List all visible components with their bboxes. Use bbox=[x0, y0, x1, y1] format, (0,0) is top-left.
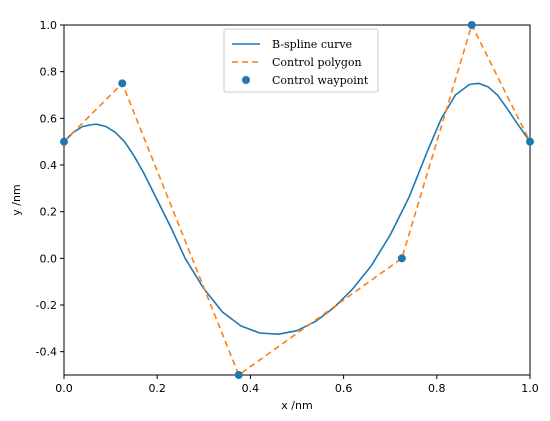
control-waypoint-point bbox=[467, 21, 476, 29]
y-tick-label: 0.0 bbox=[40, 252, 58, 265]
y-tick-label: 0.4 bbox=[40, 159, 58, 172]
legend-label-bspline: B-spline curve bbox=[272, 38, 352, 51]
legend: B-spline curve Control polygon Control w… bbox=[223, 28, 379, 93]
ticks: 0.0 0.2 0.4 0.6 0.8 1.0 1.0 0.8 0.6 0.4 0.2 0.0 -0.2… bbox=[36, 19, 539, 395]
legend-swatch-waypoint bbox=[242, 76, 250, 84]
y-tick-label: -0.2 bbox=[36, 299, 57, 312]
x-axis-label: x /nm bbox=[281, 399, 312, 412]
control-waypoint-point bbox=[397, 254, 406, 263]
axes-frame bbox=[60, 21, 534, 379]
y-tick-label: -0.4 bbox=[36, 346, 57, 359]
x-tick-label: 0.8 bbox=[428, 382, 446, 395]
y-tick-label: 0.8 bbox=[40, 66, 58, 79]
legend-label-polygon: Control polygon bbox=[272, 56, 362, 69]
control-waypoint-point bbox=[60, 137, 68, 146]
x-tick-label: 0.6 bbox=[335, 382, 353, 395]
legend-box bbox=[223, 28, 379, 93]
control-waypoint-point bbox=[234, 371, 243, 379]
y-tick-label: 0.2 bbox=[40, 206, 58, 219]
control-waypoint-point bbox=[118, 79, 127, 88]
series-control-polygon bbox=[64, 25, 530, 375]
series-layer bbox=[64, 25, 530, 375]
control-waypoint-point bbox=[526, 137, 534, 146]
y-tick-label: 1.0 bbox=[40, 19, 58, 32]
y-axis-label: y /nm bbox=[10, 184, 23, 215]
y-tick-label: 0.6 bbox=[40, 112, 58, 125]
x-tick-label: 0.2 bbox=[148, 382, 166, 395]
series-bspline-curve bbox=[64, 82, 530, 335]
axes-border bbox=[63, 24, 531, 376]
x-tick-label: 0.0 bbox=[55, 382, 73, 395]
legend-label-waypoint: Control waypoint bbox=[272, 74, 369, 87]
x-tick-label: 1.0 bbox=[521, 382, 539, 395]
x-tick-label: 0.4 bbox=[242, 382, 260, 395]
